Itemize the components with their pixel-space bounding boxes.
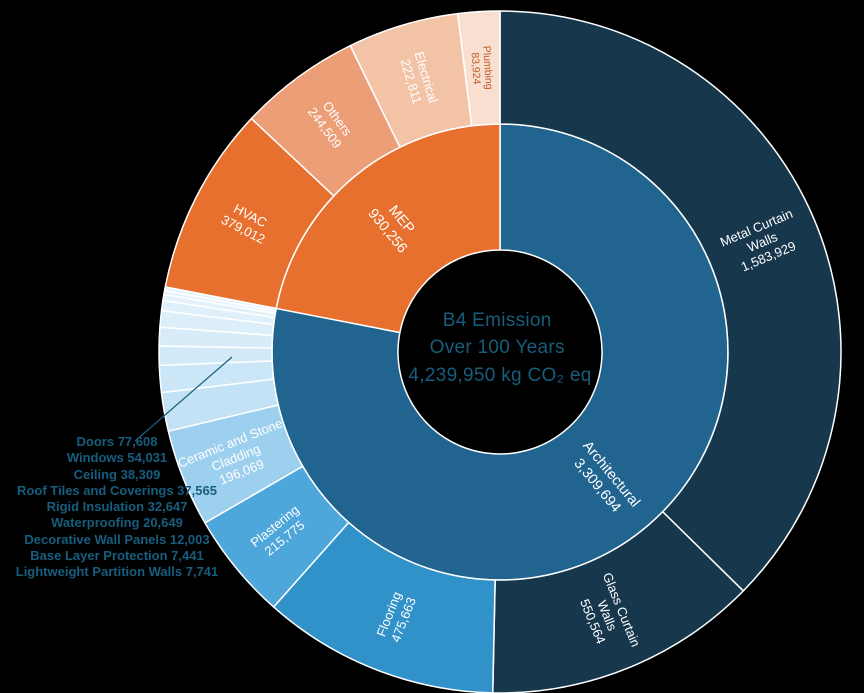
center-title-line2: Over 100 Years (430, 337, 565, 358)
callout-item-lightweight-partition-walls: Lightweight Partition Walls 7,741 (15, 564, 219, 580)
callout-item-doors: Doors 77,608 (76, 434, 158, 449)
center-title-line1: B4 Emission (443, 310, 552, 331)
slice-metal-curtain-walls[interactable] (499, 10, 842, 592)
slice-plumbing[interactable] (456, 10, 501, 127)
center-label: B4 Emission Over 100 Years 4,239,950 kg … (408, 310, 591, 386)
small-slices-legend: Doors 77,608 Windows 54,031 Ceiling 38,309… (8, 434, 226, 581)
center-total-value: 4,239,950 kg CO₂ eq (408, 365, 591, 386)
callout-item-decorative-wall-panels: Decorative Wall Panels 12,003 (24, 531, 210, 547)
callout-item-waterproofing: Waterproofing 20,649 (51, 515, 183, 531)
callout-item-rigid-insulation: Rigid Insulation 32,647 (46, 499, 188, 515)
callout-item-base-layer-protection: Base Layer Protection 7,441 (30, 548, 204, 564)
callout-line (134, 356, 233, 442)
sunburst-rings (158, 10, 842, 693)
callout-item-windows: Windows 54,031 (66, 450, 168, 466)
callout-item-ceiling: Ceiling 38,309 (73, 466, 161, 482)
callout-item-roof-tiles-and-coverings: Roof Tiles and Coverings 37,565 (17, 482, 217, 498)
